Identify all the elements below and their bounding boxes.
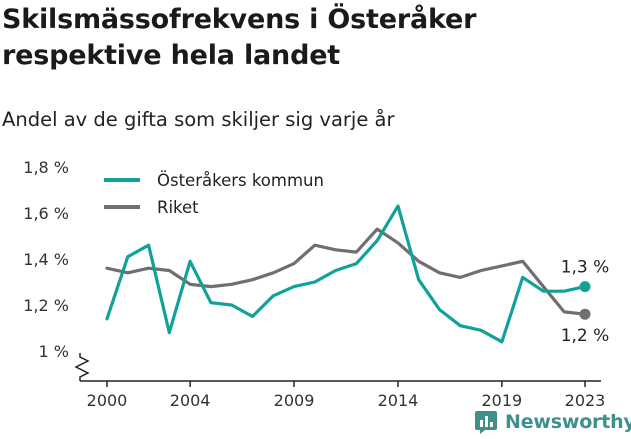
series-lines <box>105 204 591 344</box>
legend-label-1: Riket <box>157 198 199 217</box>
legend: Österåkers kommun Riket <box>96 162 346 218</box>
y-tick-label: 1,8 % <box>23 158 69 177</box>
chart-subtitle: Andel av de gifta som skiljer sig varje … <box>2 108 395 131</box>
x-tick-label: 2004 <box>170 391 211 410</box>
x-tick-label: 2000 <box>87 391 128 410</box>
end-label-riket: 1,2 % <box>561 326 610 346</box>
y-tick-label: 1 % <box>39 342 69 361</box>
y-tick-label: 1,2 % <box>23 296 69 315</box>
series-end-dot-0 <box>579 281 591 293</box>
newsworthy-logo-icon <box>475 411 497 434</box>
axis-break <box>74 353 90 381</box>
x-tick-label: 2014 <box>378 391 419 410</box>
series-end-dot-1 <box>579 308 591 320</box>
chart-title: Skilsmässofrekvens i Österåker respektiv… <box>2 4 477 71</box>
x-tick-label: 2019 <box>482 391 523 410</box>
x-tick-label: 2023 <box>565 391 606 410</box>
end-label-osteraker: 1,3 % <box>561 258 610 278</box>
x-tick-label: 2009 <box>274 391 315 410</box>
series-line-0 <box>105 204 587 344</box>
x-axis: 2000 2004 2009 2014 2019 2023 <box>80 380 606 410</box>
y-tick-label: 1,6 % <box>23 204 69 223</box>
newsworthy-logo: Newsworthy <box>474 409 631 435</box>
series-line-1 <box>105 227 587 316</box>
legend-label-0: Österåkers kommun <box>157 171 324 190</box>
axis-break-zigzag <box>74 353 90 381</box>
y-ticks: 1 % 1,2 % 1,4 % 1,6 % 1,8 % <box>23 158 69 361</box>
y-tick-label: 1,4 % <box>23 250 69 269</box>
brand-name: Newsworthy <box>505 411 631 433</box>
end-labels: 1,3 % 1,2 % <box>561 258 610 347</box>
